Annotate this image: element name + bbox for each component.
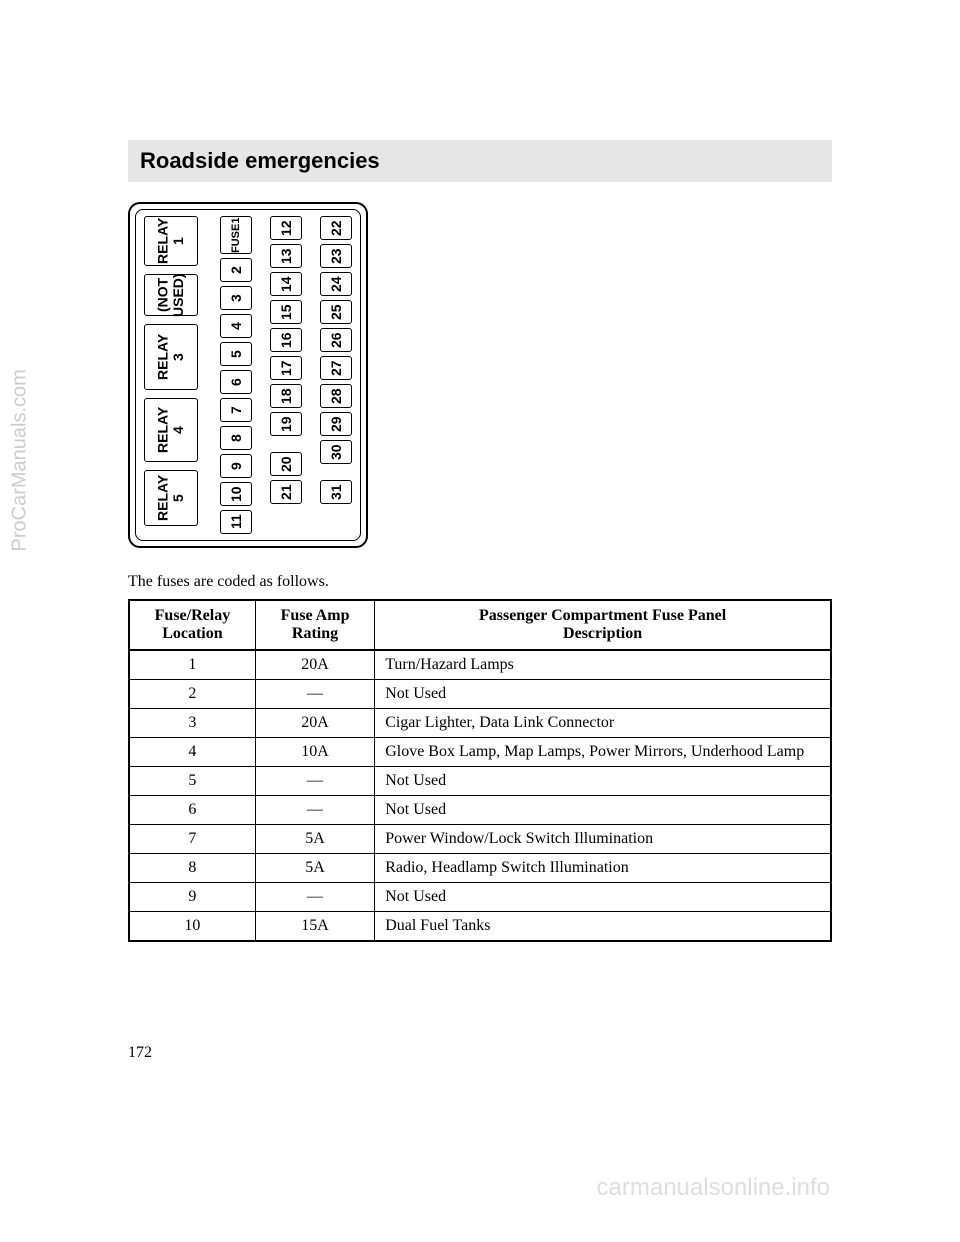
table-cell: 7 bbox=[129, 825, 255, 854]
fuse-box: FUSE1 bbox=[220, 216, 252, 254]
fuse-box: 23 bbox=[320, 244, 352, 268]
fuse-table: Fuse/Relay Location Fuse Amp Rating Pass… bbox=[128, 599, 832, 942]
table-cell: Turn/Hazard Lamps bbox=[375, 650, 831, 680]
fuse-diagram: RELAY 1 (NOT USED) RELAY 3 RELAY 4 RELAY 5 F… bbox=[128, 202, 368, 548]
fuse-box: 27 bbox=[320, 356, 352, 380]
fuse-box: 18 bbox=[270, 384, 302, 408]
relay-column: RELAY 1 (NOT USED) RELAY 3 RELAY 4 RELAY 5 bbox=[144, 216, 198, 534]
table-row: 120ATurn/Hazard Lamps bbox=[129, 650, 831, 680]
table-row: 1015ADual Fuel Tanks bbox=[129, 912, 831, 942]
relay-box: (NOT USED) bbox=[144, 274, 198, 316]
th-description: Passenger Compartment Fuse Panel Descrip… bbox=[375, 600, 831, 650]
table-cell: Not Used bbox=[375, 883, 831, 912]
table-cell: 10 bbox=[129, 912, 255, 942]
table-cell: — bbox=[255, 796, 374, 825]
fuse-box: 29 bbox=[320, 412, 352, 436]
relay-box: RELAY 4 bbox=[144, 398, 198, 462]
table-cell: 9 bbox=[129, 883, 255, 912]
table-cell: Not Used bbox=[375, 680, 831, 709]
table-header-row: Fuse/Relay Location Fuse Amp Rating Pass… bbox=[129, 600, 831, 650]
table-cell: Cigar Lighter, Data Link Connector bbox=[375, 709, 831, 738]
fuse-box: 20 bbox=[270, 452, 302, 476]
fuse-box: 24 bbox=[320, 272, 352, 296]
th-rating: Fuse Amp Rating bbox=[255, 600, 374, 650]
table-row: 85ARadio, Headlamp Switch Illumination bbox=[129, 854, 831, 883]
fuse-box: 2 bbox=[220, 258, 252, 282]
table-cell: — bbox=[255, 883, 374, 912]
fuse-box: 25 bbox=[320, 300, 352, 324]
fuse-col-1: FUSE1 2 3 4 5 6 7 8 9 10 11 bbox=[220, 216, 252, 534]
table-cell: — bbox=[255, 680, 374, 709]
relay-box: RELAY 1 bbox=[144, 216, 198, 266]
table-cell: Power Window/Lock Switch Illumination bbox=[375, 825, 831, 854]
fuse-box: 7 bbox=[220, 398, 252, 422]
page-content: Roadside emergencies RELAY 1(NOT USED)RE… bbox=[0, 0, 960, 942]
fuse-box: 12 bbox=[270, 216, 302, 240]
table-cell: 10A bbox=[255, 738, 374, 767]
intro-text: The fuses are coded as follows. bbox=[128, 573, 832, 591]
fuse-box: 8 bbox=[220, 426, 252, 450]
table-cell: 1 bbox=[129, 650, 255, 680]
fuse-box: 21 bbox=[270, 480, 302, 504]
th-location: Fuse/Relay Location bbox=[129, 600, 255, 650]
section-header: Roadside emergencies bbox=[128, 140, 832, 182]
fuse-box: 19 bbox=[270, 412, 302, 436]
table-row: 410AGlove Box Lamp, Map Lamps, Power Mir… bbox=[129, 738, 831, 767]
watermark-left: ProCarManuals.com bbox=[9, 369, 32, 551]
relay-box: RELAY 3 bbox=[144, 324, 198, 390]
table-row: 5—Not Used bbox=[129, 767, 831, 796]
fuse-box: 22 bbox=[320, 216, 352, 240]
table-cell: 20A bbox=[255, 650, 374, 680]
watermark-bottom: carmanualsonline.info bbox=[597, 1174, 830, 1202]
fuse-box: 14 bbox=[270, 272, 302, 296]
fuse-box: 30 bbox=[320, 440, 352, 464]
table-cell: 3 bbox=[129, 709, 255, 738]
table-cell: Not Used bbox=[375, 796, 831, 825]
fuse-diagram-container: RELAY 1 (NOT USED) RELAY 3 RELAY 4 RELAY 5 F… bbox=[128, 202, 832, 548]
table-cell: Radio, Headlamp Switch Illumination bbox=[375, 854, 831, 883]
table-row: 6—Not Used bbox=[129, 796, 831, 825]
fuse-box: 6 bbox=[220, 370, 252, 394]
fuse-box: 10 bbox=[220, 482, 252, 506]
fuse-box: 4 bbox=[220, 314, 252, 338]
table-row: 75APower Window/Lock Switch Illumination bbox=[129, 825, 831, 854]
fuse-box: 11 bbox=[220, 510, 252, 534]
table-cell: 15A bbox=[255, 912, 374, 942]
table-cell: 5A bbox=[255, 854, 374, 883]
table-row: 9—Not Used bbox=[129, 883, 831, 912]
page-number: 172 bbox=[128, 1044, 152, 1062]
table-cell: 8 bbox=[129, 854, 255, 883]
table-cell: 5A bbox=[255, 825, 374, 854]
fuse-gap bbox=[270, 440, 302, 448]
table-row: 320ACigar Lighter, Data Link Connector bbox=[129, 709, 831, 738]
table-cell: Glove Box Lamp, Map Lamps, Power Mirrors… bbox=[375, 738, 831, 767]
fuse-box: 9 bbox=[220, 454, 252, 478]
fuse-box: 3 bbox=[220, 286, 252, 310]
table-cell: Dual Fuel Tanks bbox=[375, 912, 831, 942]
table-cell: 20A bbox=[255, 709, 374, 738]
fuse-box: 13 bbox=[270, 244, 302, 268]
fuse-col-2: 12 13 14 15 16 17 18 19 20 21 bbox=[270, 216, 302, 534]
table-cell: 4 bbox=[129, 738, 255, 767]
fuse-box: 15 bbox=[270, 300, 302, 324]
table-cell: 5 bbox=[129, 767, 255, 796]
fuse-box: 17 bbox=[270, 356, 302, 380]
fuse-box: 5 bbox=[220, 342, 252, 366]
table-cell: 6 bbox=[129, 796, 255, 825]
section-title: Roadside emergencies bbox=[140, 148, 820, 174]
fuse-gap bbox=[320, 468, 352, 476]
table-cell: — bbox=[255, 767, 374, 796]
table-row: 2—Not Used bbox=[129, 680, 831, 709]
fuse-box: 16 bbox=[270, 328, 302, 352]
table-cell: 2 bbox=[129, 680, 255, 709]
fuse-box: 31 bbox=[320, 480, 352, 504]
relay-box: RELAY 5 bbox=[144, 470, 198, 526]
fuse-box: 28 bbox=[320, 384, 352, 408]
table-cell: Not Used bbox=[375, 767, 831, 796]
fuse-columns: FUSE1234567891011 12131415161718192021 2… bbox=[220, 216, 352, 534]
fuse-box: 26 bbox=[320, 328, 352, 352]
fuse-col-3: 22 23 24 25 26 27 28 29 30 31 bbox=[320, 216, 352, 534]
